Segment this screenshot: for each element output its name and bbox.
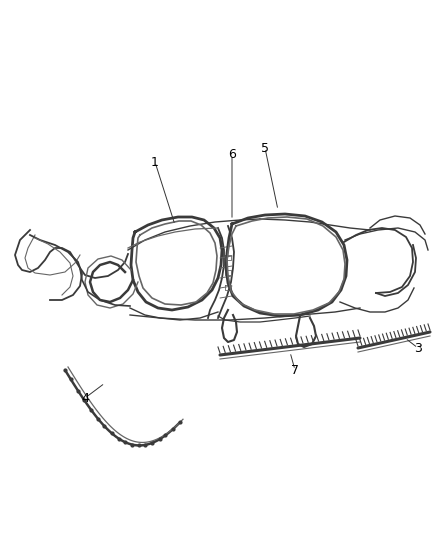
Text: 3: 3 (414, 342, 422, 354)
Text: 4: 4 (81, 392, 89, 405)
Text: 7: 7 (291, 364, 299, 376)
Text: 1: 1 (151, 156, 159, 168)
Text: 5: 5 (261, 141, 269, 155)
Text: 6: 6 (228, 149, 236, 161)
